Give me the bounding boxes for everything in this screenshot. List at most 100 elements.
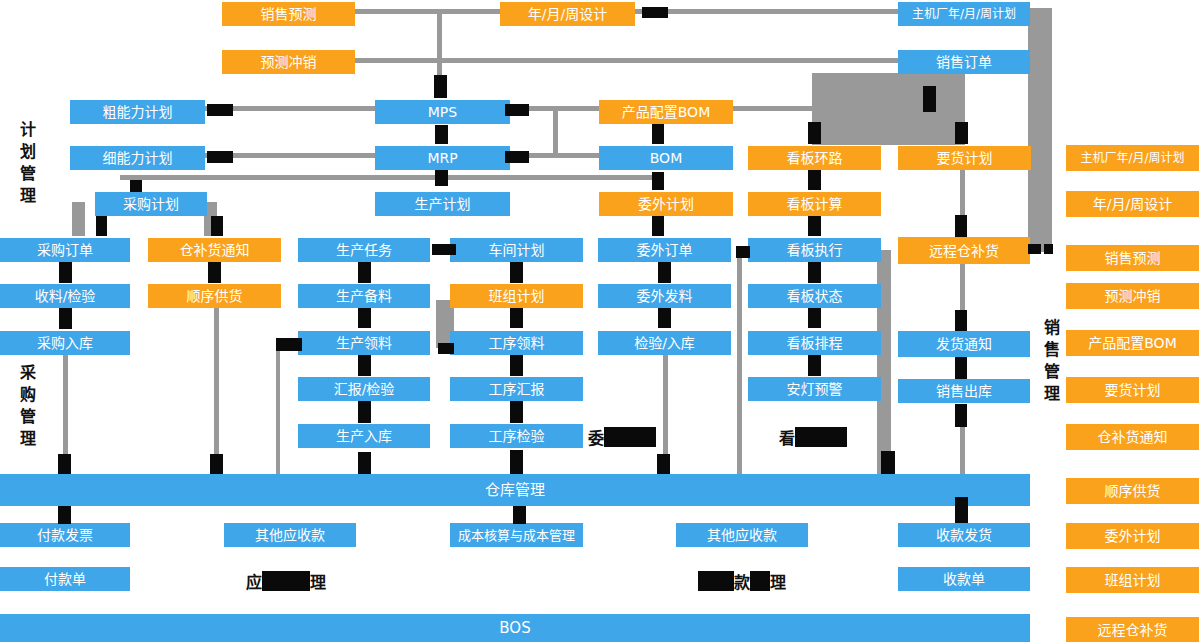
connector-mark xyxy=(438,343,454,354)
node-andon-alert: 安灯预警 xyxy=(748,377,881,401)
connector-mark xyxy=(432,244,456,255)
redaction-block xyxy=(795,427,847,447)
node-receipt-and-shipping: 收款发货 xyxy=(898,523,1030,547)
erp-module-flow-diagram: 计划管理 采购管理 销售管理 销售预测年/月/周设计主机厂年/月/周计划预测冲销… xyxy=(0,0,1199,642)
node-kanban-loop: 看板环路 xyxy=(748,146,881,170)
node-fine-capacity-plan: 细能力计划 xyxy=(70,146,205,170)
node-other-receivables-2: 其他应收款 xyxy=(676,523,808,547)
node-production-inbound: 生产入库 xyxy=(298,424,430,448)
node-remote-warehouse-replenishment: 远程仓补货 xyxy=(898,237,1030,264)
connector-line xyxy=(737,258,742,475)
connector-mark xyxy=(955,404,967,427)
section-label-sales-management: 销售管理 xyxy=(1038,319,1062,407)
redaction-block xyxy=(262,571,310,591)
redaction-block xyxy=(604,427,656,447)
node-production-picking: 生产领料 xyxy=(298,331,430,355)
node-sequential-supply-r: 顺序供货 xyxy=(1066,478,1199,504)
node-inspection-inbound: 检验/入库 xyxy=(598,331,731,355)
node-warehouse-replenishment-notice-r: 仓补货通知 xyxy=(1066,424,1199,450)
node-shipping-notice: 发货通知 xyxy=(898,331,1030,357)
connector-mark xyxy=(505,104,529,116)
label-text: 委 xyxy=(588,425,604,449)
node-oem-year-month-week-plan: 主机厂年/月/周计划 xyxy=(898,2,1030,26)
node-receiving-inspection: 收料/检验 xyxy=(0,284,130,308)
label-text: 理 xyxy=(310,569,326,593)
connector-mark xyxy=(435,125,448,144)
connector-mark xyxy=(808,216,821,236)
redaction-block xyxy=(750,571,770,591)
connector-line xyxy=(437,13,442,75)
connector-mark xyxy=(923,86,936,112)
connector-mark xyxy=(881,451,895,474)
node-kanban-execution: 看板执行 xyxy=(748,238,881,262)
node-team-plan-r: 班组计划 xyxy=(1066,567,1199,593)
connector-mark xyxy=(59,308,72,329)
node-delivery-request-plan-r: 要货计划 xyxy=(1066,377,1199,403)
connector-mark xyxy=(208,262,221,283)
connector-mark xyxy=(59,262,72,283)
node-outsourcing-order: 委外订单 xyxy=(598,238,731,262)
node-workshop-plan: 车间计划 xyxy=(450,238,583,262)
connector-mark xyxy=(510,450,523,474)
connector-line xyxy=(1028,8,1052,252)
connector-mark xyxy=(211,216,223,236)
connector-mark xyxy=(358,355,371,376)
node-forecast-writeoff: 预测冲销 xyxy=(222,50,355,74)
connector-mark xyxy=(207,104,233,116)
node-production-material-prep: 生产备料 xyxy=(298,284,430,308)
node-production-task: 生产任务 xyxy=(298,238,430,262)
connector-mark xyxy=(358,452,371,474)
node-remote-warehouse-replenishment-r: 远程仓补货 xyxy=(1066,617,1199,642)
node-purchase-inbound: 采购入库 xyxy=(0,331,130,355)
connector-mark xyxy=(657,454,670,474)
connector-mark xyxy=(358,308,371,328)
node-payment-invoice: 付款发票 xyxy=(0,523,130,547)
node-delivery-request-plan: 要货计划 xyxy=(898,146,1031,170)
node-report-inspection: 汇报/检验 xyxy=(298,377,430,401)
connector-mark xyxy=(58,506,71,524)
connector-mark xyxy=(808,170,821,190)
node-warehouse-replenishment-notice: 仓补货通知 xyxy=(148,238,281,262)
receivables-management-label: 款理 xyxy=(698,569,786,593)
node-team-plan: 班组计划 xyxy=(450,284,583,308)
node-bos-bar: BOS xyxy=(0,614,1030,642)
node-sales-forecast-r: 销售预测 xyxy=(1066,245,1199,271)
connector-mark xyxy=(510,401,523,423)
node-mps: MPS xyxy=(375,100,510,124)
connector-mark xyxy=(652,216,664,236)
connector-mark xyxy=(1028,244,1041,254)
connector-line xyxy=(276,350,280,475)
node-cost-accounting: 成本核算与成本管理 xyxy=(450,523,583,547)
connector-line xyxy=(214,308,219,475)
node-kanban-status: 看板状态 xyxy=(748,284,881,308)
connector-line xyxy=(120,175,655,180)
section-label-purchase-management: 采购管理 xyxy=(14,364,38,452)
node-product-config-bom: 产品配置BOM xyxy=(599,100,733,124)
connector-line xyxy=(812,73,965,145)
connector-mark xyxy=(808,262,821,283)
connector-mark xyxy=(434,75,447,98)
connector-mark xyxy=(955,310,967,331)
connector-mark xyxy=(435,170,448,186)
label-text: 看 xyxy=(779,425,795,449)
connector-mark xyxy=(808,122,821,144)
node-sequential-supply: 顺序供货 xyxy=(148,284,281,308)
connector-mark xyxy=(210,454,223,474)
label-text: 款 xyxy=(734,569,750,593)
connector-mark xyxy=(276,338,302,351)
node-purchase-plan: 采购计划 xyxy=(95,192,207,216)
node-process-report: 工序汇报 xyxy=(450,377,583,401)
connector-mark xyxy=(513,506,526,524)
node-mrp: MRP xyxy=(375,146,510,170)
section-label-plan-management: 计划管理 xyxy=(14,121,38,209)
payables-management-label: 应理 xyxy=(246,569,326,593)
node-kanban-calculation: 看板计算 xyxy=(748,192,881,216)
connector-mark xyxy=(658,262,671,283)
connector-mark xyxy=(955,497,968,523)
connector-mark xyxy=(96,216,107,236)
connector-mark xyxy=(1044,244,1053,254)
node-process-inspection: 工序检验 xyxy=(450,424,583,448)
connector-line xyxy=(960,264,965,312)
label-text: 应 xyxy=(246,569,262,593)
node-sales-forecast: 销售预测 xyxy=(222,2,355,26)
